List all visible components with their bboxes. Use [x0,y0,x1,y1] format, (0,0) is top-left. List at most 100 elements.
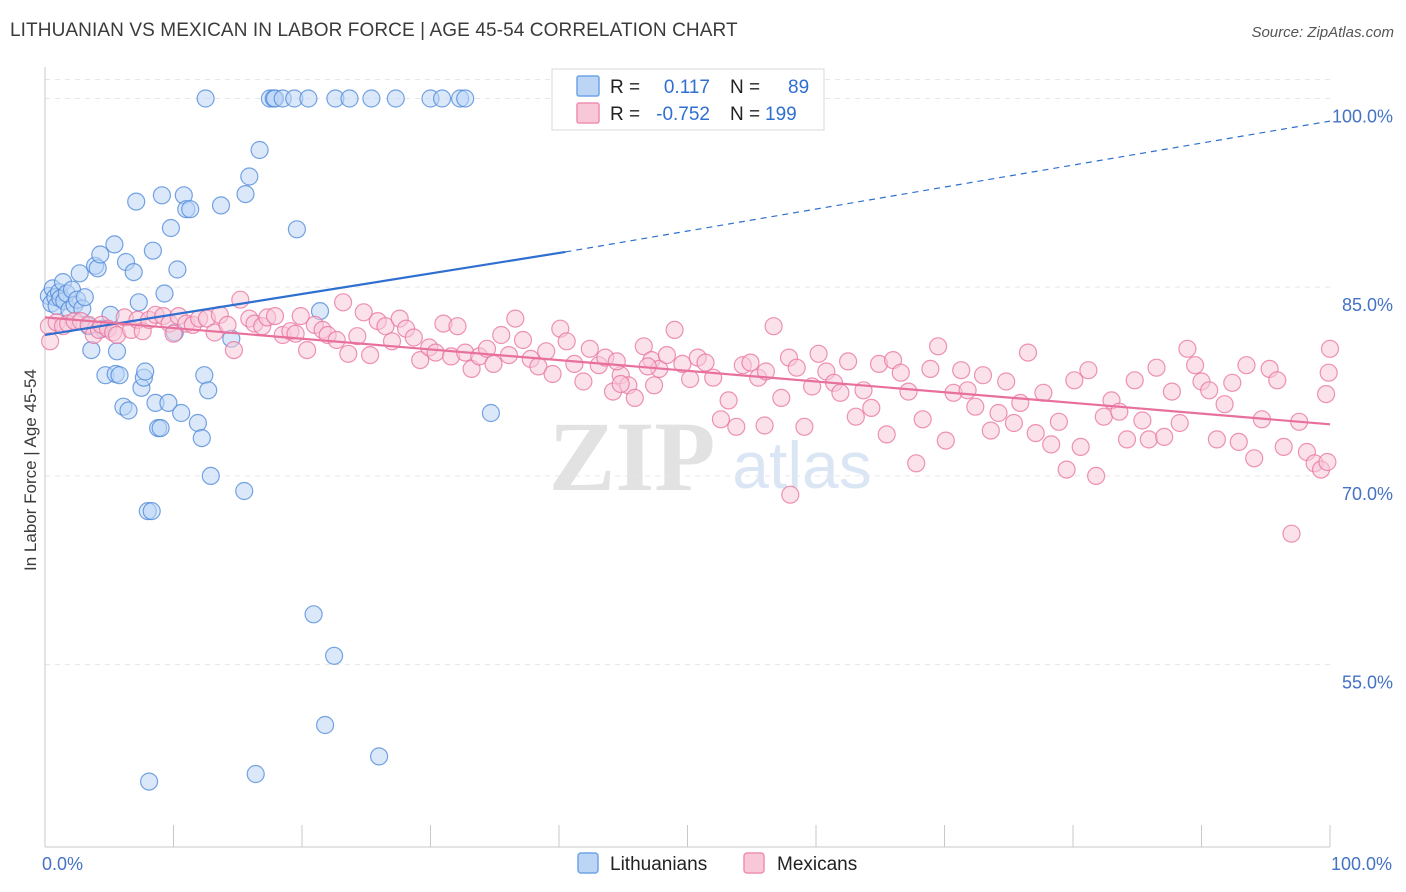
point-mexicans [448,317,467,336]
point-mexicans [1207,430,1227,449]
legend-n-value-1: 89 [788,77,809,98]
point-lithuanians [188,413,207,433]
point-mexicans [680,369,700,389]
point-mexicans [966,397,985,416]
point-mexicans [1318,452,1337,472]
point-mexicans [756,362,776,381]
point-mexicans [1162,382,1182,401]
point-lithuanians [199,381,218,400]
legend-n-label-2: N = [730,104,760,125]
point-mexicans [634,337,653,356]
x-tick-label-max: 100.0% [1331,854,1392,874]
point-mexicans [513,330,533,350]
point-mexicans [348,327,367,346]
point-lithuanians [91,245,110,264]
point-mexicans [1042,435,1061,454]
point-mexicans [1223,373,1242,392]
watermark-zip: ZIP [549,401,716,512]
point-lithuanians [211,196,231,215]
point-mexicans [1049,412,1069,431]
trend-layer [44,120,1331,426]
point-mexicans [838,352,858,371]
point-lithuanians [240,167,259,186]
point-lithuanians [481,403,500,423]
point-mexicans [1086,466,1106,485]
point-mexicans [772,388,791,407]
point-mexicans [625,388,644,407]
point-mexicans [907,454,926,473]
point-mexicans [741,353,760,372]
point-mexicans [1034,383,1053,402]
point-mexicans [1071,437,1090,456]
legend-swatch-mexicans [576,102,600,124]
legend-bottom-label-mexicans: Mexicans [777,854,857,875]
point-lithuanians [250,140,269,160]
point-lithuanians [75,288,94,307]
point-lithuanians [124,263,143,282]
point-lithuanians [340,89,359,108]
point-mexicans [218,315,237,334]
point-lithuanians [196,89,215,108]
point-mexicans [1004,413,1024,433]
point-mexicans [607,352,626,371]
point-mexicans [846,407,865,426]
point-mexicans [913,410,932,429]
point-mexicans [1229,432,1248,451]
point-lithuanians [136,362,155,381]
y-tick-label: 100.0% [1332,106,1393,126]
point-lithuanians [325,646,344,665]
point-mexicans [291,307,310,326]
point-lithuanians [456,89,475,108]
point-mexicans [1147,358,1166,377]
point-mexicans [327,330,346,350]
point-mexicans [877,425,896,444]
point-mexicans [989,403,1008,423]
point-mexicans [543,364,562,384]
point-lithuanians [142,502,161,521]
point-mexicans [952,361,971,380]
point-lithuanians [168,260,187,279]
point-lithuanians [195,366,214,385]
point-lithuanians [299,89,318,108]
point-mexicans [1155,427,1174,446]
point-mexicans [711,410,731,429]
point-mexicans [1065,371,1084,390]
point-mexicans [696,353,715,372]
point-lithuanians [70,264,89,283]
point-mexicans [361,346,380,365]
point-mexicans [928,337,948,356]
point-mexicans [862,398,881,417]
point-mexicans [1018,343,1038,362]
point-mexicans [1319,363,1338,382]
point-mexicans [665,320,684,339]
point-mexicans [764,317,783,336]
legend-bottom-swatch-lithuanians [577,852,599,874]
point-mexicans [891,363,910,382]
point-mexicans [997,372,1016,391]
legend-bottom: Lithuanians Mexicans [577,852,857,875]
point-mexicans [657,346,677,365]
point-mexicans [574,372,593,391]
point-mexicans [580,339,599,358]
point-lithuanians [143,241,162,260]
y-tick-label: 85.0% [1342,295,1393,315]
point-lithuanians [201,466,220,485]
point-mexicans [1178,339,1197,358]
trend-line-lithuanians [44,250,566,337]
point-lithuanians [140,772,159,791]
point-lithuanians [155,284,174,303]
series-mexicans [39,290,1340,543]
point-lithuanians [110,366,129,385]
point-mexicans [334,293,353,312]
point-mexicans [1079,361,1098,380]
point-lithuanians [159,393,178,412]
legend-bottom-label-lithuanians: Lithuanians [610,854,707,875]
point-lithuanians [127,192,146,211]
point-mexicans [973,366,993,385]
chart-title: LITHUANIAN VS MEXICAN IN LABOR FORCE | A… [10,20,738,41]
point-mexicans [484,354,503,373]
point-mexicans [1125,371,1144,390]
points-layer [39,89,1340,791]
point-lithuanians [316,715,335,735]
point-lithuanians [370,747,389,766]
